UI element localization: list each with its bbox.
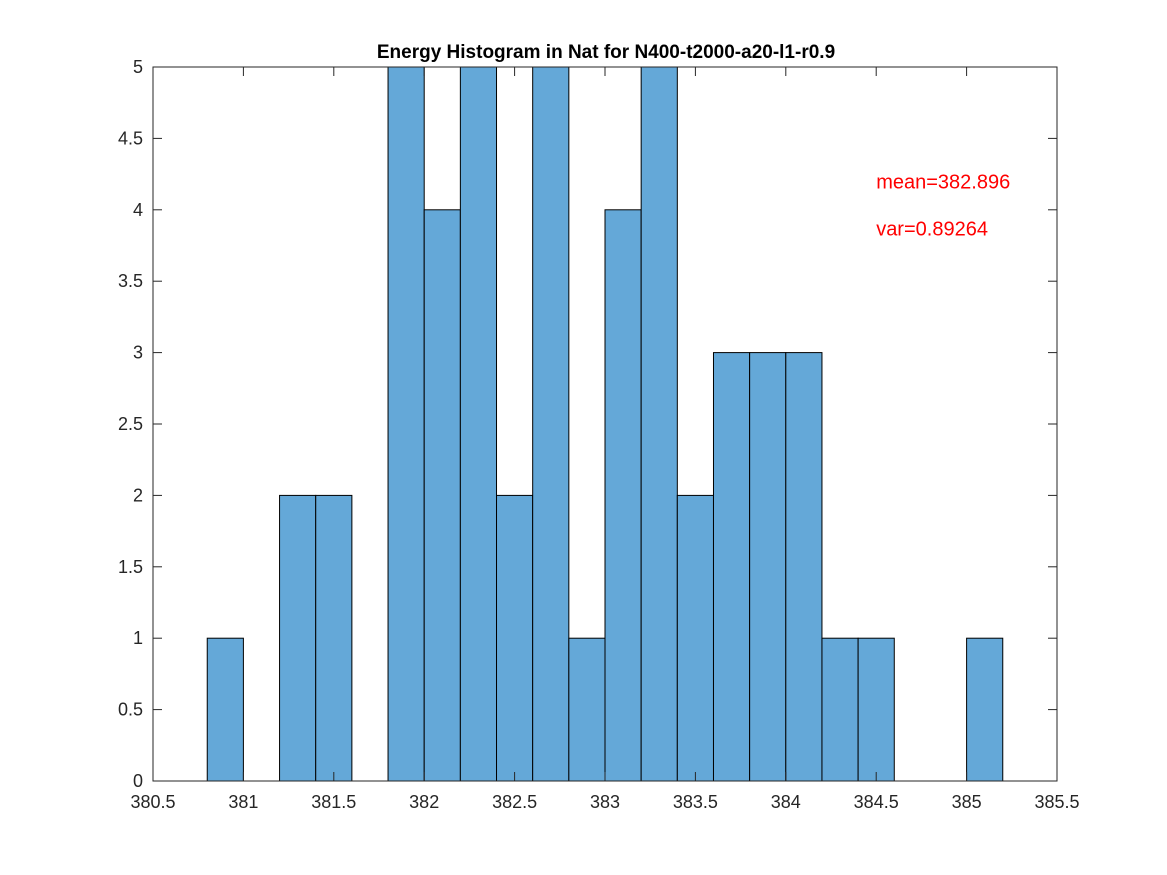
histogram-bar [712, 352, 751, 782]
histogram-bar [496, 494, 534, 782]
y-tick-label: 1.5 [118, 557, 143, 577]
histogram-bar [604, 209, 642, 782]
histogram-bar [387, 66, 425, 782]
histogram-bar [206, 637, 244, 782]
y-tick-label: 2 [133, 485, 143, 505]
y-tick-label: 2.5 [118, 414, 143, 434]
x-tick-label: 383 [590, 792, 620, 812]
x-tick-label: 385 [952, 792, 982, 812]
x-tick-label: 381 [228, 792, 258, 812]
x-tick-label: 384.5 [854, 792, 899, 812]
y-tick-label: 3 [133, 343, 143, 363]
histogram-bar [785, 352, 823, 782]
histogram-bar [676, 494, 714, 782]
y-tick-label: 1 [133, 628, 143, 648]
histogram-bar [423, 209, 461, 782]
histogram-bar [640, 66, 678, 782]
stat-annotation: mean=382.896 [876, 171, 1010, 193]
x-tick-label: 380.5 [130, 792, 175, 812]
y-tick-label: 5 [133, 57, 143, 77]
histogram-bars [206, 66, 1004, 782]
y-tick-label: 4.5 [118, 128, 143, 148]
histogram-bar [749, 352, 787, 782]
histogram-bar [568, 637, 606, 782]
y-tick-label: 4 [133, 200, 143, 220]
y-tick-label: 0 [133, 771, 143, 791]
x-tick-label: 383.5 [673, 792, 718, 812]
x-tick-label: 382.5 [492, 792, 537, 812]
x-tick-label: 384 [771, 792, 801, 812]
x-tick-label: 381.5 [311, 792, 356, 812]
x-tick-label: 382 [409, 792, 439, 812]
chart-title: Energy Histogram in Nat for N400-t2000-a… [377, 42, 835, 63]
stat-annotation: var=0.89264 [876, 219, 988, 241]
histogram-bar [315, 494, 353, 782]
annotations: mean=382.896 var=0.89264 [876, 171, 1010, 240]
histogram-bar [857, 637, 895, 782]
x-tick-label: 385.5 [1034, 792, 1079, 812]
y-tick-label: 0.5 [118, 700, 143, 720]
histogram-bar [279, 494, 317, 782]
histogram-bar [966, 637, 1004, 782]
axes: 380.5 381 381.5 382 382.5 383 383.5 384 384.5 385… [118, 57, 1080, 812]
histogram-bar [459, 66, 498, 782]
histogram-bar [532, 66, 570, 782]
y-tick-label: 3.5 [118, 271, 143, 291]
histogram-bar [821, 637, 859, 782]
